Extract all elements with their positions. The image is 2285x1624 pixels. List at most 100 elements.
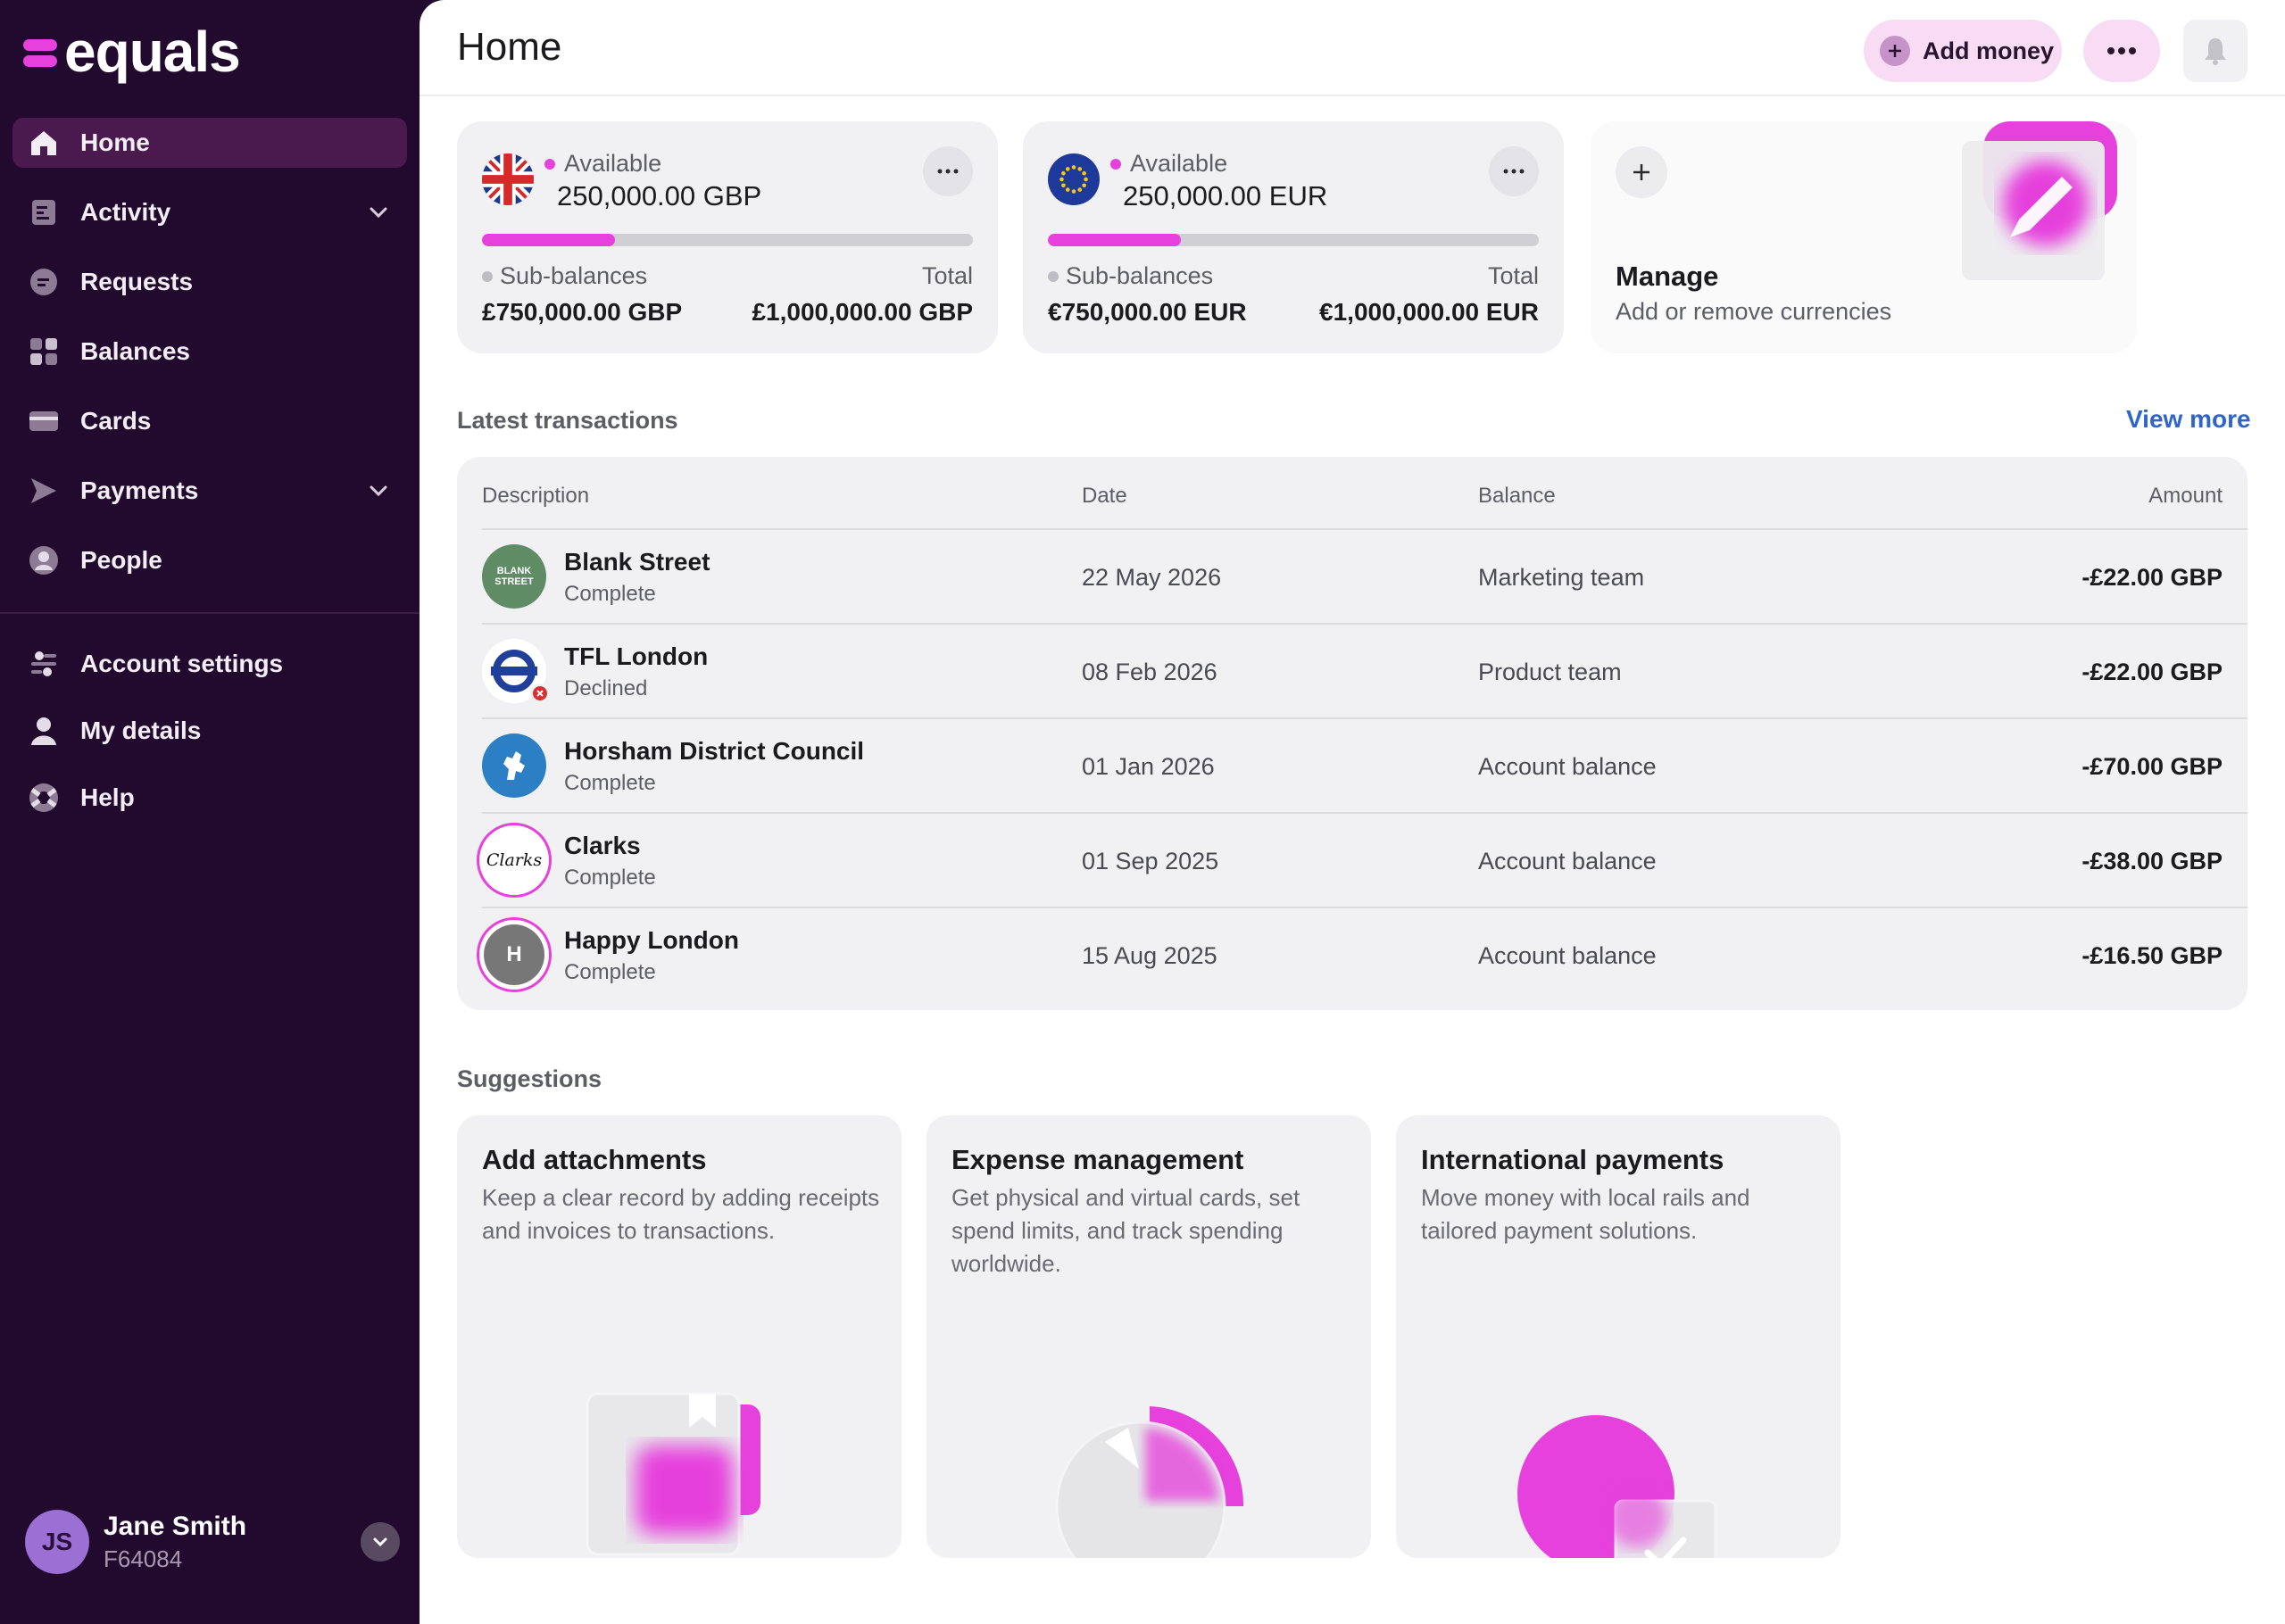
sidebar-item-people[interactable]: People [12,535,407,585]
merchant-name: Clarks [564,832,641,859]
clarks-logo: Clarks [477,823,552,898]
suggestion-card-expense-management[interactable]: Expense management Get physical and virt… [926,1115,1371,1558]
sidebar-item-label: People [80,546,162,574]
help-icon [27,781,61,815]
transaction-amount: -£16.50 GBP [2081,942,2223,969]
sidebar-item-label: Activity [80,198,171,226]
available-label: Available [544,150,661,178]
sidebar-item-requests[interactable]: Requests [12,257,407,307]
sidebar-item-label: Requests [80,268,194,295]
transaction-amount: -£70.00 GBP [2081,753,2223,780]
view-more-link[interactable]: View more [2126,405,2251,433]
manage-title: Manage [1616,261,1719,292]
balance-options-button[interactable] [1489,146,1539,196]
available-amount: 250,000.00 GBP [557,180,762,211]
horsham-council-logo [482,733,546,798]
chevron-down-icon[interactable] [368,202,389,223]
table-row[interactable]: H Happy London Complete 15 Aug 2025 Acco… [477,907,2248,1001]
column-header-balance[interactable]: Balance [1478,484,1556,508]
declined-badge-icon [530,684,550,703]
bell-icon [2205,38,2226,65]
transaction-date: 15 Aug 2025 [1082,942,1217,969]
transaction-date: 08 Feb 2026 [1082,659,1217,685]
sidebar-item-label: Account settings [80,650,284,677]
balance-card-eur[interactable]: Available 250,000.00 EUR Sub-balances To… [1023,121,1564,353]
top-bar: Home Add money [420,0,2285,96]
suggestion-card-add-attachments[interactable]: Add attachments Keep a clear record by a… [457,1115,902,1558]
total-amount: €1,000,000.00 EUR [1319,298,1539,326]
total-label: Total [921,262,973,289]
transaction-status: Complete [564,582,656,606]
column-header-description[interactable]: Description [482,484,590,508]
equals-logo[interactable]: equals [23,20,241,84]
edit-illustration-icon [1962,121,2117,280]
sidebar-item-help[interactable]: Help [12,773,407,823]
more-icon [2107,47,2136,54]
happy-london-avatar: H [477,917,552,992]
merchant-name: Horsham District Council [564,737,865,765]
column-header-amount[interactable]: Amount [2148,484,2223,508]
more-icon [1503,169,1525,174]
table-row[interactable]: Horsham District Council Complete 01 Jan… [482,717,2248,812]
transaction-amount: -£38.00 GBP [2081,848,2223,874]
transaction-status: Complete [564,960,656,984]
table-row[interactable]: BLANK STREET Blank Street Complete 22 Ma… [482,528,2248,623]
more-options-button[interactable] [2083,20,2160,82]
transaction-balance: Account balance [1478,848,1657,874]
logo-mark-icon [23,36,57,68]
suggestions-label: Suggestions [457,1065,602,1092]
transaction-balance: Product team [1478,659,1622,685]
table-row[interactable]: Clarks Clarks Complete 01 Sep 2025 Accou… [477,812,2248,907]
manage-currencies-card[interactable]: Manage Add or remove currencies [1591,121,2137,353]
transaction-amount: -£22.00 GBP [2081,564,2223,591]
balance-card-gbp[interactable]: Available 250,000.00 GBP Sub-balances To… [457,121,998,353]
suggestion-body: Get physical and virtual cards, set spen… [951,1184,1300,1277]
sidebar-item-my-details[interactable]: My details [12,706,407,756]
plus-icon [1880,36,1910,66]
sidebar-divider [0,612,420,614]
activity-icon [27,195,61,229]
total-label: Total [1487,262,1539,289]
logo-text: BLANK STREET [494,566,534,587]
avatar: JS [25,1510,89,1574]
suggestion-title: Expense management [951,1144,1244,1175]
balance-options-button[interactable] [923,146,973,196]
user-name: Jane Smith [104,1511,247,1541]
sidebar-item-cards[interactable]: Cards [12,396,407,446]
main-content: Home Add money Available 250,000.00 GBP [420,0,2285,1624]
transaction-status: Declined [564,676,648,700]
transaction-balance: Marketing team [1478,564,1645,591]
page-title: Home [457,25,562,69]
transactions-table: Description Date Balance Amount BLANK ST… [457,457,2248,1010]
suggestion-card-international-payments[interactable]: International payments Move money with l… [1396,1115,1840,1558]
user-id: F64084 [104,1545,183,1572]
merchant-name: Blank Street [564,548,710,576]
user-profile[interactable]: JS Jane Smith F64084 [25,1508,400,1576]
add-money-button[interactable]: Add money [1864,20,2062,82]
latest-transactions-label: Latest transactions [457,407,678,434]
sidebar-item-home[interactable]: Home [12,118,407,168]
sidebar-item-activity[interactable]: Activity [12,187,407,237]
available-label: Available [1110,150,1227,178]
tfl-roundel-logo [482,639,550,703]
transaction-status: Complete [564,771,656,795]
logo-text: equals [64,20,241,84]
sidebar-item-balances[interactable]: Balances [12,327,407,377]
column-header-date[interactable]: Date [1082,484,1127,508]
notifications-button[interactable] [2183,20,2248,82]
table-row[interactable]: TFL London Declined 08 Feb 2026 Product … [482,623,2248,717]
total-amount: £1,000,000.00 GBP [752,298,973,326]
transaction-date: 22 May 2026 [1082,564,1222,591]
sidebar-item-account-settings[interactable]: Account settings [12,639,407,689]
sidebar-item-label: Home [80,128,150,156]
available-amount: 250,000.00 EUR [1123,180,1328,211]
sidebar-item-payments[interactable]: Payments [12,466,407,516]
plus-icon [1616,146,1667,198]
add-money-label: Add money [1923,37,2055,64]
transaction-status: Complete [564,866,656,890]
blank-street-logo: BLANK STREET [482,544,546,609]
user-menu-button[interactable] [361,1522,400,1562]
chevron-down-icon[interactable] [368,480,389,501]
sub-balances-label: Sub-balances [482,262,647,290]
sidebar-item-label: Payments [80,476,199,504]
